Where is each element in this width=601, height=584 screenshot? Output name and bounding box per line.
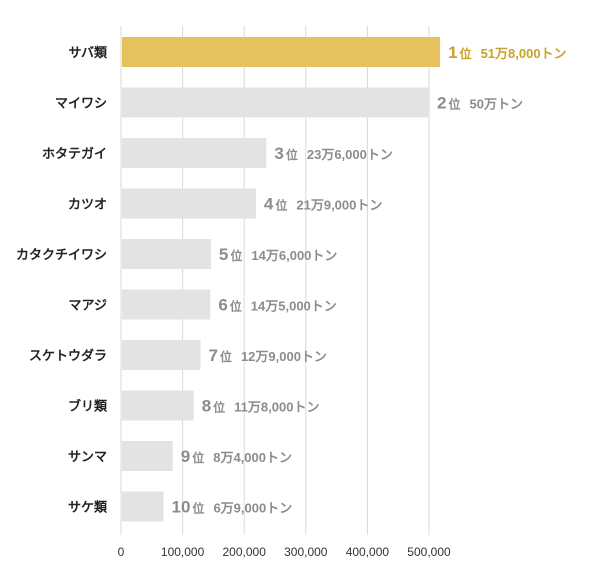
- x-tick-label: 100,000: [161, 545, 205, 559]
- category-label: サンマ: [68, 449, 107, 464]
- category-label: カタクチイワシ: [16, 247, 107, 262]
- value-label: 14万5,000トン: [251, 299, 337, 314]
- rank-suffix: 位: [275, 198, 287, 213]
- bar: [122, 87, 429, 118]
- value-label: 14万6,000トン: [251, 248, 337, 263]
- value-label: 51万8,000トン: [481, 46, 567, 61]
- rank-suffix: 位: [192, 501, 204, 516]
- rank-suffix: 位: [448, 97, 460, 112]
- category-label: マイワシ: [55, 96, 107, 111]
- rank-suffix: 位: [460, 46, 472, 61]
- value-label: 11万8,000トン: [234, 400, 319, 415]
- rank-suffix: 位: [213, 400, 225, 415]
- rank-suffix: 位: [192, 450, 204, 465]
- x-tick-label: 200,000: [223, 545, 267, 559]
- category-label: ホタテガイ: [42, 146, 107, 161]
- data-label: 9 位 8万4,000トン: [181, 447, 292, 466]
- bar: [122, 441, 173, 471]
- value-label: 12万9,000トン: [241, 349, 327, 364]
- value-label: 8万4,000トン: [213, 450, 292, 465]
- rank-number: 1: [448, 43, 457, 62]
- rank-number: 6: [218, 296, 227, 315]
- data-label: 6 位 14万5,000トン: [218, 296, 336, 315]
- rank-suffix: 位: [220, 349, 232, 364]
- data-label: 4 位 21万9,000トン: [264, 195, 382, 214]
- bar: [122, 491, 164, 522]
- bar: [122, 289, 211, 320]
- category-label: スケトウダラ: [29, 348, 107, 363]
- bar: [122, 340, 201, 370]
- rank-suffix: 位: [286, 147, 298, 162]
- data-label: 10 位 6万9,000トン: [172, 498, 293, 517]
- data-label: 2 位 50万トン: [437, 94, 523, 113]
- rank-number: 10: [172, 498, 191, 517]
- rank-number: 8: [202, 397, 211, 416]
- category-label: カツオ: [68, 197, 107, 212]
- x-tick-label: 300,000: [284, 545, 328, 559]
- data-label: 7 位 12万9,000トン: [208, 346, 326, 365]
- bar: [122, 390, 194, 421]
- rank-number: 9: [181, 447, 190, 466]
- value-label: 6万9,000トン: [213, 501, 292, 516]
- rank-number: 5: [219, 245, 228, 264]
- category-label: ブリ類: [68, 399, 108, 414]
- data-label: 5 位 14万6,000トン: [219, 245, 337, 264]
- category-label: マアジ: [69, 298, 107, 313]
- data-label: 3 位 23万6,000トン: [274, 144, 392, 163]
- value-label: 50万トン: [469, 97, 522, 112]
- rank-number: 2: [437, 94, 446, 113]
- bar: [122, 138, 267, 168]
- value-label: 23万6,000トン: [307, 147, 393, 162]
- x-tick-label: 500,000: [407, 545, 451, 559]
- bar: [122, 188, 256, 219]
- bar: [122, 239, 211, 269]
- rank-number: 4: [264, 195, 274, 214]
- rank-suffix: 位: [230, 299, 242, 314]
- bar: [122, 37, 441, 67]
- data-label: 1 位 51万8,000トン: [448, 43, 566, 62]
- data-label: 8 位 11万8,000トン: [202, 397, 320, 416]
- value-label: 21万9,000トン: [296, 198, 382, 213]
- x-tick-label: 400,000: [346, 545, 390, 559]
- rank-suffix: 位: [230, 248, 242, 263]
- x-tick-label: 0: [118, 545, 125, 559]
- category-label: サバ類: [69, 45, 108, 60]
- rank-number: 7: [208, 346, 217, 365]
- rank-number: 3: [274, 144, 283, 163]
- category-label: サケ類: [68, 500, 108, 515]
